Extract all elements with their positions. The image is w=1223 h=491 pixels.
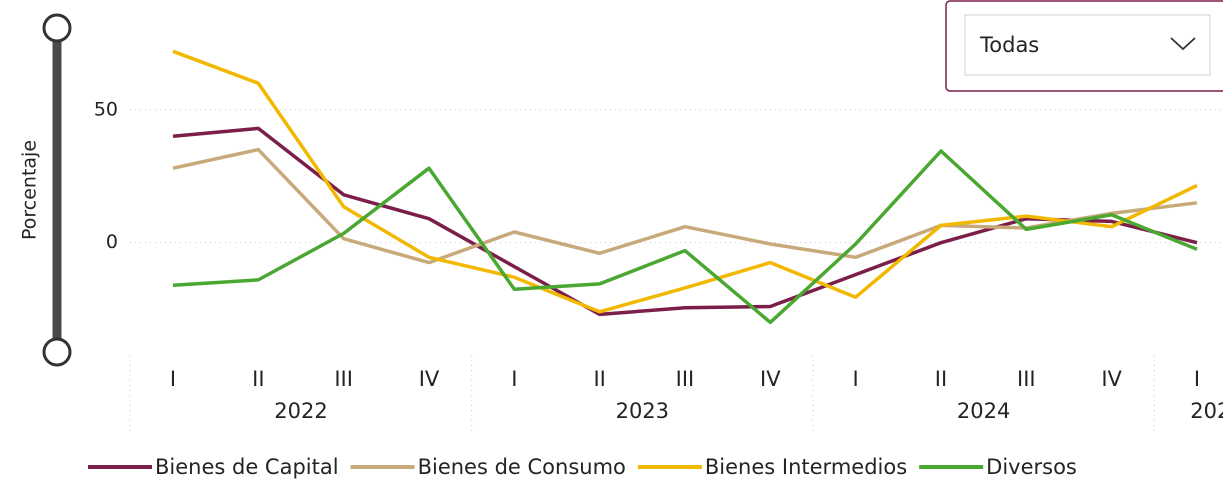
y-tick-label: 0	[106, 231, 118, 253]
legend-label: Bienes de Consumo	[418, 455, 626, 479]
x-tick-label: I	[853, 367, 859, 391]
x-tick-label: I	[511, 367, 517, 391]
x-tick-label: III	[334, 367, 353, 391]
x-tick-label: I	[1194, 367, 1200, 391]
legend-label: Diversos	[986, 455, 1077, 479]
x-group-label: 2025	[1190, 399, 1223, 423]
slider-handle[interactable]	[42, 337, 72, 367]
y-range-slider[interactable]	[42, 13, 72, 367]
x-tick-label: III	[1017, 367, 1036, 391]
x-tick-label: IV	[760, 367, 781, 391]
series-line	[172, 49, 1198, 314]
dropdown-value[interactable]: Todas	[979, 33, 1039, 57]
legend-label: Bienes de Capital	[155, 455, 339, 479]
x-group-label: 2022	[274, 399, 327, 423]
x-tick-label: IV	[419, 367, 440, 391]
slicer[interactable]: Todas	[945, 0, 1223, 92]
x-group-label: 2023	[616, 399, 669, 423]
dropdown[interactable]	[964, 14, 1211, 76]
x-group-label: 2024	[957, 399, 1010, 423]
x-tick-label: II	[252, 367, 264, 391]
x-tick-label: II	[935, 367, 947, 391]
legend-label: Bienes Intermedios	[705, 455, 907, 479]
x-tick-label: IV	[1101, 367, 1122, 391]
slider-handle[interactable]	[42, 13, 72, 43]
x-tick-label: I	[170, 367, 176, 391]
y-axis-title: Porcentaje	[19, 140, 41, 240]
dropdown-chevron[interactable]	[1170, 37, 1196, 51]
y-tick-label: 50	[94, 98, 118, 120]
x-tick-label: II	[593, 367, 605, 391]
series-line	[172, 147, 1198, 265]
x-tick-label: III	[676, 367, 695, 391]
series-line	[172, 149, 1198, 325]
series-line	[172, 126, 1198, 317]
